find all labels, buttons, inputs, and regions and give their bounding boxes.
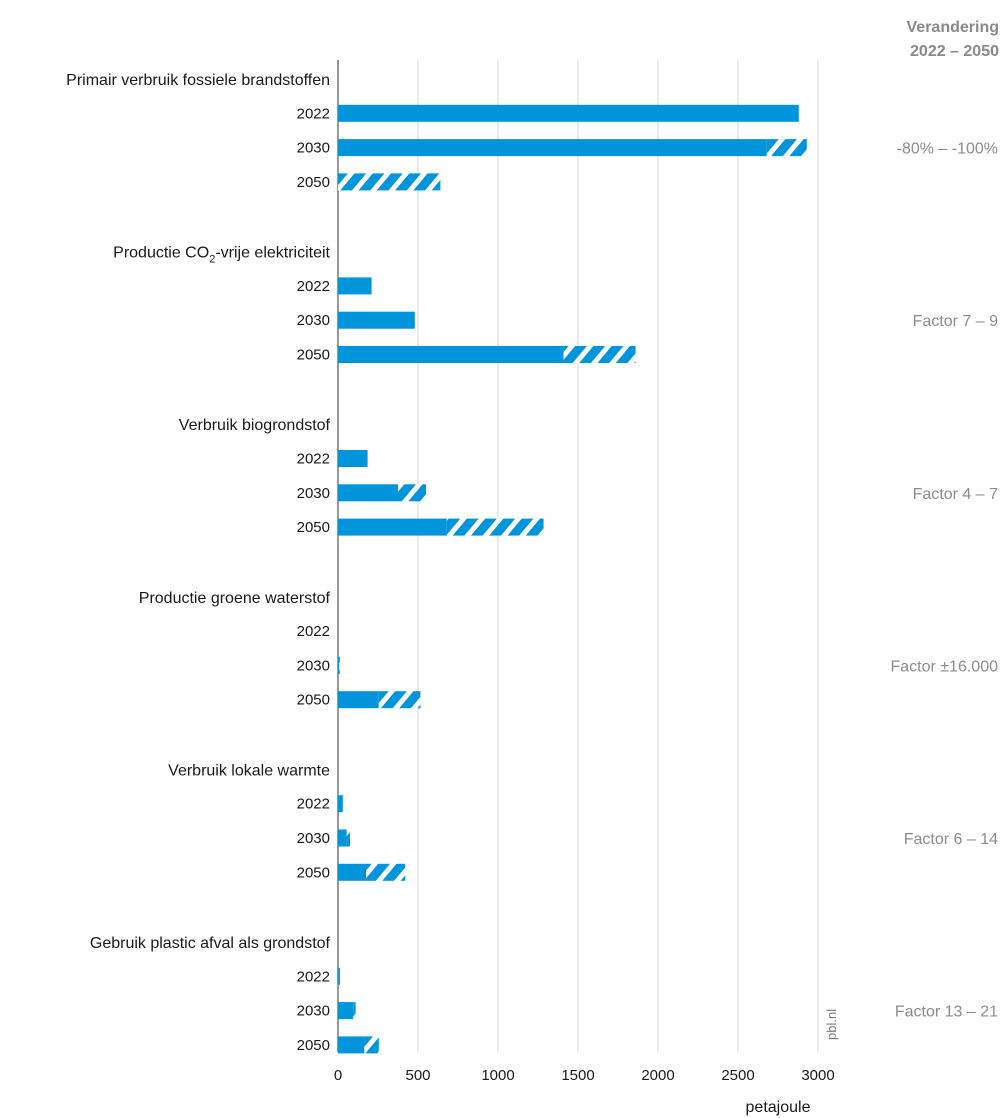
bars — [338, 104, 807, 1054]
change-header-line2: 2022 – 2050 — [910, 43, 999, 60]
group-label: Productie groene waterstof — [139, 590, 331, 607]
year-label: 2022 — [297, 105, 330, 122]
bar-range-hatched — [378, 691, 421, 709]
year-label: 2022 — [297, 968, 330, 985]
year-label: 2050 — [297, 347, 330, 364]
group-label: Verbruik lokale warmte — [168, 762, 330, 779]
x-tick-label: 1500 — [561, 1067, 594, 1084]
bar-solid — [338, 450, 368, 467]
x-tick-label: 1000 — [481, 1067, 514, 1084]
bar-solid — [338, 484, 398, 502]
bar-solid — [338, 139, 767, 157]
change-label: Factor 4 – 7 — [913, 486, 998, 503]
x-axis-label: petajoule — [746, 1099, 811, 1116]
bar-range-hatched — [346, 829, 350, 847]
bar-range-hatched — [338, 173, 441, 191]
bar-solid — [338, 829, 347, 847]
year-label: 2050 — [297, 1037, 330, 1054]
year-label: 2050 — [297, 692, 330, 709]
bar-solid — [338, 863, 366, 881]
year-label: 2030 — [297, 312, 330, 329]
year-label: 2050 — [297, 174, 330, 191]
bar-solid — [338, 691, 379, 709]
bar-solid — [338, 104, 799, 122]
year-label: 2030 — [297, 830, 330, 847]
year-label: 2050 — [297, 864, 330, 881]
year-label: 2022 — [297, 278, 330, 295]
bar-solid — [338, 795, 343, 813]
watermark-text: pbl.nl — [824, 1009, 839, 1040]
bar-range-hatched — [446, 518, 544, 536]
labels: 0 500 1000 1500 2000 2500 3000 petajoule Primair… — [66, 72, 998, 1116]
year-label: 2030 — [297, 657, 330, 674]
change-label: Factor 7 – 9 — [913, 313, 998, 330]
gridlines — [337, 60, 819, 1052]
change-column-header: Verandering 2022 – 2050 — [907, 16, 999, 64]
year-label: 2022 — [297, 796, 330, 813]
bar-range-hatched — [766, 139, 807, 157]
group-label: Productie CO2-vrije elektriciteit — [113, 245, 330, 266]
change-header-line1: Verandering — [906, 19, 999, 36]
change-label: Factor 6 – 14 — [904, 831, 998, 848]
x-tick-label: 2500 — [721, 1067, 754, 1084]
bar-range-hatched — [364, 1036, 379, 1054]
bar-solid — [338, 1002, 354, 1020]
bar-solid — [338, 518, 447, 536]
year-label: 2022 — [297, 451, 330, 468]
group-label: Gebruik plastic afval als grondstof — [90, 935, 331, 952]
bar-range-hatched — [366, 863, 406, 881]
bar-range-hatched — [353, 1002, 356, 1020]
year-label: 2050 — [297, 519, 330, 536]
x-tick-label: 3000 — [801, 1067, 834, 1084]
bar-range-hatched — [339, 656, 340, 674]
group-label: Verbruik biogrondstof — [179, 417, 331, 434]
bar-solid — [338, 277, 372, 295]
year-label: 2030 — [297, 1003, 330, 1020]
year-label: 2022 — [297, 623, 330, 640]
bar-solid — [338, 311, 415, 329]
change-label: -80% – -100% — [897, 141, 998, 158]
bar-range-hatched — [563, 346, 636, 363]
x-tick-label: 0 — [334, 1067, 342, 1084]
bar-solid — [338, 967, 340, 985]
change-label: Factor ±16.000 — [890, 658, 998, 675]
x-tick-label: 500 — [405, 1067, 430, 1084]
x-tick-label: 2000 — [641, 1067, 674, 1084]
bar-range-hatched — [398, 484, 426, 502]
group-label: Primair verbruik fossiele brandstoffen — [66, 72, 330, 89]
bar-solid — [338, 1036, 365, 1054]
bar-solid — [338, 346, 564, 363]
change-label: Factor 13 – 21 — [895, 1004, 998, 1021]
year-label: 2030 — [297, 140, 330, 157]
bar-solid — [338, 656, 340, 674]
year-label: 2030 — [297, 485, 330, 502]
